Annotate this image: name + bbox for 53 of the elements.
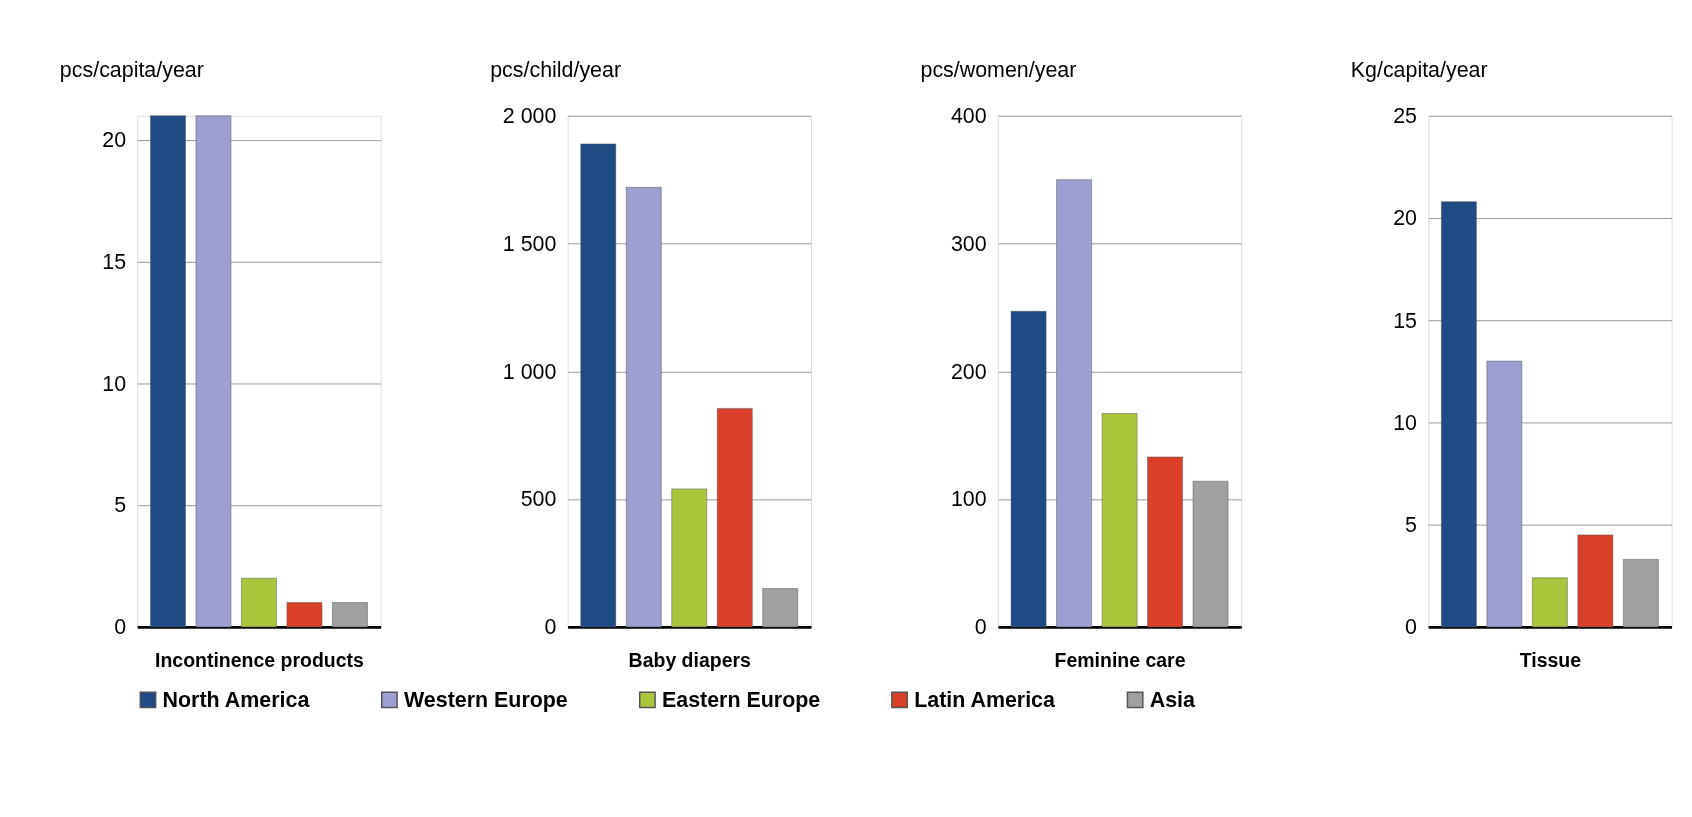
bar xyxy=(1577,534,1614,628)
x-axis-title: Incontinence products xyxy=(155,649,364,672)
y-tick-label: 1 000 xyxy=(502,359,557,384)
x-axis-title: Baby diapers xyxy=(628,649,752,672)
bar xyxy=(1486,360,1523,628)
y-axis-title: pcs/child/year xyxy=(490,58,622,83)
y-tick-label: 5 xyxy=(114,493,127,518)
bar xyxy=(1101,413,1138,628)
bar xyxy=(1623,559,1659,628)
y-tick-label: 100 xyxy=(950,487,987,512)
y-axis-title: pcs/capita/year xyxy=(59,58,204,83)
legend-label: Eastern Europe xyxy=(662,687,821,712)
y-tick-label: 10 xyxy=(1393,410,1418,435)
bar xyxy=(1441,201,1477,628)
y-tick-label: 200 xyxy=(950,359,987,384)
y-tick-label: 15 xyxy=(1393,308,1417,333)
legend-label: Western Europe xyxy=(404,687,568,712)
bar xyxy=(1532,577,1568,628)
legend-label: North America xyxy=(162,687,311,712)
y-tick-label: 10 xyxy=(102,371,127,396)
bar xyxy=(150,115,186,628)
bar xyxy=(626,187,662,628)
bar xyxy=(332,602,368,628)
bar xyxy=(195,115,232,628)
y-tick-label: 1 500 xyxy=(502,231,557,256)
bar xyxy=(580,143,617,628)
y-tick-label: 0 xyxy=(974,615,987,640)
y-tick-label: 500 xyxy=(520,487,557,512)
bar xyxy=(1147,456,1183,628)
y-tick-label: 0 xyxy=(114,615,127,640)
legend-label: Latin America xyxy=(914,687,1057,712)
x-axis-title: Feminine care xyxy=(1054,649,1186,672)
y-tick-label: 2 000 xyxy=(502,104,557,129)
y-tick-label: 0 xyxy=(1405,615,1418,640)
bar xyxy=(286,602,323,628)
y-axis-title: pcs/women/year xyxy=(920,58,1077,83)
bar xyxy=(762,588,799,628)
y-tick-label: 5 xyxy=(1405,512,1417,537)
y-axis-title: Kg/capita/year xyxy=(1350,58,1488,83)
x-axis-title: Tissue xyxy=(1519,649,1582,672)
y-tick-label: 15 xyxy=(102,250,127,275)
bar xyxy=(241,577,277,628)
bar xyxy=(716,408,753,628)
y-tick-label: 0 xyxy=(544,615,557,640)
bar xyxy=(1056,179,1092,628)
y-tick-label: 20 xyxy=(102,128,127,153)
y-tick-label: 300 xyxy=(950,231,987,256)
legend-label: Asia xyxy=(1149,687,1197,712)
y-tick-label: 20 xyxy=(1393,206,1418,231)
bar xyxy=(671,488,708,628)
bar xyxy=(1010,311,1047,628)
y-tick-label: 25 xyxy=(1393,104,1417,129)
y-tick-label: 400 xyxy=(950,104,987,129)
